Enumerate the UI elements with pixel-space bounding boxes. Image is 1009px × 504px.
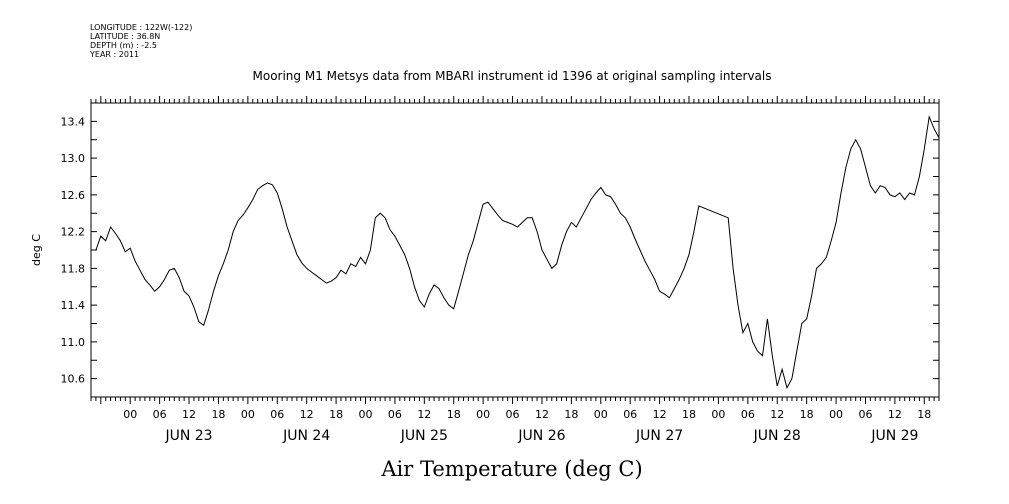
x-tick-label: 18 <box>447 408 461 421</box>
x-tick-label: 18 <box>329 408 343 421</box>
x-tick-label: 12 <box>417 408 431 421</box>
x-tick-label: 00 <box>476 408 490 421</box>
meta-latitude: LATITUDE : 36.8N <box>90 32 160 41</box>
x-tick-label: 12 <box>653 408 667 421</box>
y-tick-label: 11.8 <box>61 262 86 275</box>
x-day-label: JUN 24 <box>282 428 330 444</box>
y-tick-label: 11.0 <box>61 336 86 349</box>
series-line-air-temperature <box>95 114 940 390</box>
x-day-label: JUN 29 <box>870 428 918 444</box>
axis-tick-labels: 00 06 12 18 00 06 12 18 00 06 12 18 00 06 12 18 00 06 12 18… <box>61 115 932 444</box>
axis-ticks <box>90 96 940 404</box>
chart-title: Mooring M1 Metsys data from MBARI instru… <box>253 69 772 83</box>
x-tick-label: 18 <box>917 408 931 421</box>
meta-year: YEAR : 2011 <box>89 50 139 59</box>
y-tick-label: 11.4 <box>61 299 86 312</box>
x-tick-label: 18 <box>800 408 814 421</box>
meta-longitude: LONGITUDE : 122W(-122) <box>90 23 192 32</box>
y-axis-label: deg C <box>30 234 43 266</box>
x-tick-label: 00 <box>123 408 137 421</box>
plot-frame <box>90 102 940 398</box>
x-tick-label: 00 <box>829 408 843 421</box>
x-tick-label: 12 <box>300 408 314 421</box>
x-tick-label: 18 <box>211 408 225 421</box>
x-day-label: JUN 28 <box>753 428 801 444</box>
x-tick-label: 18 <box>564 408 578 421</box>
y-tick-label: 13.0 <box>61 152 86 165</box>
x-day-label: JUN 25 <box>400 428 448 444</box>
x-tick-label: 06 <box>741 408 755 421</box>
x-tick-label: 12 <box>888 408 902 421</box>
y-tick-label: 12.6 <box>61 189 86 202</box>
x-tick-label: 12 <box>535 408 549 421</box>
y-tick-label: 12.2 <box>61 226 86 239</box>
y-tick-label: 10.6 <box>61 373 86 386</box>
x-day-label: JUN 27 <box>635 428 683 444</box>
x-tick-label: 00 <box>711 408 725 421</box>
x-tick-label: 00 <box>358 408 372 421</box>
x-tick-label: 06 <box>388 408 402 421</box>
x-tick-label: 12 <box>770 408 784 421</box>
y-tick-label: 13.4 <box>61 115 86 128</box>
x-tick-label: 06 <box>153 408 167 421</box>
x-tick-label: 18 <box>682 408 696 421</box>
x-tick-label: 12 <box>182 408 196 421</box>
x-day-label: JUN 23 <box>164 428 212 444</box>
x-tick-label: 06 <box>506 408 520 421</box>
x-tick-label: 00 <box>241 408 255 421</box>
x-day-label: JUN 26 <box>517 428 565 444</box>
header-meta: LONGITUDE : 122W(-122) LATITUDE : 36.8N … <box>89 23 192 59</box>
x-tick-label: 00 <box>594 408 608 421</box>
x-axis-label: Air Temperature (deg C) <box>380 457 642 481</box>
x-tick-label: 06 <box>623 408 637 421</box>
x-tick-label: 06 <box>858 408 872 421</box>
x-tick-label: 06 <box>270 408 284 421</box>
meta-depth: DEPTH (m) : -2.5 <box>90 41 157 50</box>
